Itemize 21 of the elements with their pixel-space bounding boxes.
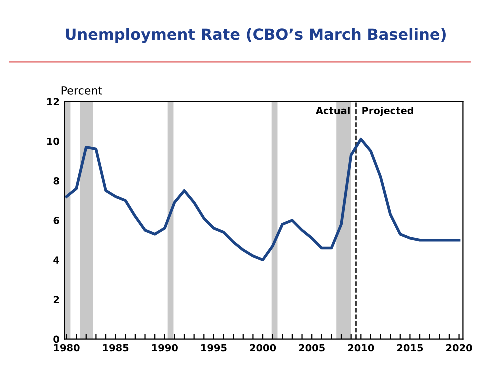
annotation: Projected xyxy=(362,106,414,116)
x-tick-label: 1990 xyxy=(152,344,178,352)
y-tick-label: 6 xyxy=(54,217,60,224)
y-axis-title: Percent xyxy=(62,86,102,95)
x-tick-label: 2020 xyxy=(446,344,472,352)
x-tick-label: 2005 xyxy=(299,344,325,352)
y-tick-label: 4 xyxy=(54,256,60,264)
y-tick-label: 10 xyxy=(48,138,60,146)
x-tick-label: 1980 xyxy=(54,344,80,352)
annotation: Actual xyxy=(316,106,350,115)
x-tick-label: 1995 xyxy=(202,344,227,352)
y-tick-label: 12 xyxy=(48,98,60,106)
y-tick-label: 2 xyxy=(54,296,60,304)
chart-title: Unemployment Rate (CBO’s March Baseline) xyxy=(66,28,446,44)
x-tick-label: 2000 xyxy=(250,344,276,352)
y-tick-label: 0 xyxy=(54,336,60,344)
y-tick-label: 8 xyxy=(54,177,60,185)
line-series xyxy=(65,138,461,262)
x-tick-label: 2015 xyxy=(397,344,424,352)
x-tick-label: 1985 xyxy=(103,344,129,352)
x-tick-label: 2010 xyxy=(348,344,374,352)
